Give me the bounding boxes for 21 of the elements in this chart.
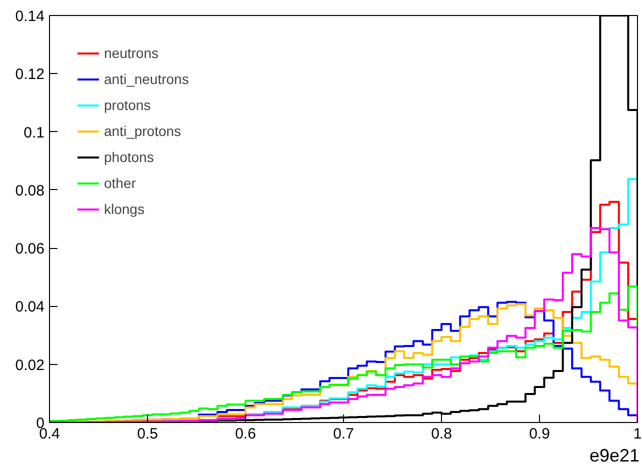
legend-label: neutrons — [104, 45, 158, 61]
y-tick-label: 0.14 — [15, 8, 45, 25]
y-tick-label: 0.1 — [24, 124, 45, 142]
legend-label: protons — [104, 97, 151, 113]
y-tick-label: 0.02 — [15, 356, 45, 374]
y-tick-label: 0.08 — [15, 182, 45, 200]
y-tick-label: 0.06 — [15, 240, 45, 258]
x-tick-label: 0.8 — [431, 426, 452, 442]
legend-label: anti_neutrons — [104, 71, 189, 87]
x-axis-title: e9e21 — [589, 446, 640, 466]
x-tick-label: 0.9 — [529, 426, 550, 442]
x-tick-label: 0.6 — [235, 426, 256, 442]
legend-label: anti_protons — [104, 123, 182, 139]
x-tick-label: 1 — [633, 426, 642, 442]
x-tick-label: 0.7 — [333, 426, 354, 442]
y-tick-label: 0.12 — [15, 66, 45, 84]
legend-label: klongs — [104, 201, 144, 217]
y-tick-label: 0.04 — [15, 298, 45, 316]
x-tick-label: 0.5 — [137, 426, 158, 442]
legend-label: photons — [104, 149, 154, 165]
legend-label: other — [104, 175, 136, 191]
